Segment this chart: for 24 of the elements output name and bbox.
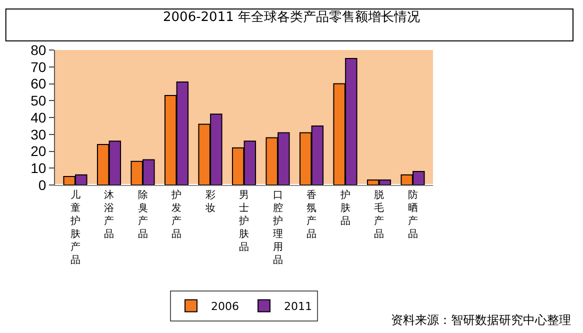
text: 资料来源：智研数据研究中心整理 bbox=[391, 313, 571, 327]
x-tick-label: 男士护肤品 bbox=[238, 190, 249, 253]
x-tick-label: 口腔护理用品 bbox=[272, 190, 283, 266]
y-tick-label: 50 bbox=[30, 92, 46, 109]
y-tick-label: 30 bbox=[30, 126, 46, 142]
legend-label: 2006 bbox=[211, 300, 239, 314]
y-tick-label: 20 bbox=[30, 143, 46, 160]
y-tick-label: 0 bbox=[38, 176, 46, 193]
x-tick-label: 防晒产品 bbox=[408, 189, 418, 240]
x-tick-label: 儿童护肤产品 bbox=[69, 189, 80, 266]
y-tick-label: 10 bbox=[30, 160, 46, 176]
chart-title: 2006-2011 年全球各类产品零售额增长情况 bbox=[163, 10, 420, 26]
y-tick-label: 80 bbox=[30, 42, 46, 58]
x-tick-label: 彩妆 bbox=[205, 189, 216, 214]
x-tick-label: 脱毛产品 bbox=[374, 189, 384, 240]
y-tick-label: 60 bbox=[30, 76, 46, 92]
x-tick-label: 护肤品 bbox=[339, 189, 350, 227]
x-tick-label: 护发产品 bbox=[170, 189, 182, 240]
x-tick-label: 沐浴产品 bbox=[104, 189, 114, 240]
legend-label: 2011 bbox=[284, 300, 312, 314]
x-tick-label: 香氛产品 bbox=[306, 189, 316, 240]
x-tick-label: 除臭产品 bbox=[138, 189, 148, 240]
y-tick-label: 70 bbox=[30, 58, 46, 75]
y-tick-label: 40 bbox=[30, 109, 46, 126]
